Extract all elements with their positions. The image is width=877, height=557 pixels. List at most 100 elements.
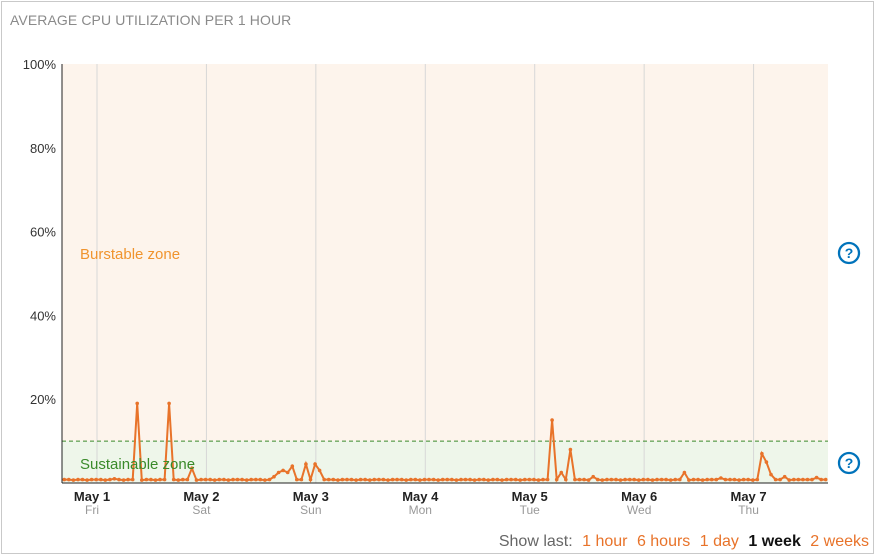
cpu-data-point xyxy=(764,460,769,464)
cpu-data-point xyxy=(436,478,441,482)
burstable-zone-help-icon[interactable]: ? xyxy=(837,241,861,265)
x-tick-weekday-label: Thu xyxy=(738,503,759,517)
time-range-selector: Show last: 1 hour 6 hours 1 day 1 week 2… xyxy=(499,533,869,551)
cpu-data-point xyxy=(62,477,67,482)
cpu-data-point xyxy=(377,477,381,482)
cpu-data-point xyxy=(203,477,208,482)
cpu-data-point xyxy=(135,401,139,406)
cpu-data-point xyxy=(741,477,746,482)
cpu-data-point xyxy=(814,475,819,480)
cpu-data-point xyxy=(258,477,263,482)
cpu-data-point xyxy=(646,477,650,482)
cpu-data-point xyxy=(326,477,331,482)
cpu-data-point xyxy=(664,477,668,482)
cpu-data-point xyxy=(418,478,422,482)
cpu-data-point xyxy=(390,477,395,482)
cpu-data-point xyxy=(605,477,609,482)
y-tick-label: 20% xyxy=(30,392,56,407)
cpu-data-point xyxy=(527,477,532,482)
cpu-data-point xyxy=(71,478,76,482)
cpu-data-point xyxy=(550,418,554,422)
range-option-1-hour[interactable]: 1 hour xyxy=(582,533,628,550)
cpu-data-point xyxy=(413,477,418,482)
cpu-data-point xyxy=(787,478,791,482)
x-tick-weekday-label: Fri xyxy=(85,503,99,517)
show-last-label: Show last: xyxy=(498,533,573,550)
cpu-data-point xyxy=(700,478,705,482)
cpu-data-point xyxy=(358,477,363,482)
cpu-data-point xyxy=(495,477,500,482)
x-tick-weekday-label: Mon xyxy=(409,503,432,517)
cpu-data-point xyxy=(623,477,627,482)
cpu-data-point xyxy=(121,478,126,482)
cpu-data-point xyxy=(126,477,130,482)
cpu-data-point xyxy=(500,478,504,482)
cpu-data-point xyxy=(167,401,171,406)
y-tick-label: 100% xyxy=(23,57,57,72)
cpu-data-point xyxy=(349,477,354,482)
cpu-data-point xyxy=(554,477,559,482)
cpu-data-point xyxy=(682,470,687,475)
burstable-zone-area xyxy=(62,64,828,442)
x-tick-date-label: May 5 xyxy=(512,489,548,504)
cpu-data-point xyxy=(153,478,158,482)
cpu-data-point xyxy=(568,447,573,452)
x-tick-date-label: May 7 xyxy=(731,489,767,504)
cpu-data-point xyxy=(609,477,614,482)
cpu-data-point xyxy=(486,478,491,482)
cpu-data-point xyxy=(659,477,664,482)
cpu-data-point xyxy=(85,478,89,482)
cpu-data-point xyxy=(637,478,641,482)
cpu-data-point xyxy=(755,477,760,482)
cpu-data-point xyxy=(450,477,454,482)
range-option-1-week[interactable]: 1 week xyxy=(748,533,801,550)
x-tick-date-label: May 6 xyxy=(621,489,657,504)
cpu-data-point xyxy=(117,477,121,482)
cpu-data-point xyxy=(190,466,194,471)
cpu-data-point xyxy=(231,477,235,482)
cpu-data-point xyxy=(304,462,308,466)
cpu-data-point xyxy=(94,477,98,482)
cpu-data-point xyxy=(732,477,737,482)
cpu-data-point xyxy=(99,477,103,482)
cpu-data-point xyxy=(545,477,550,482)
cpu-data-point xyxy=(673,477,678,482)
cpu-data-point xyxy=(427,477,431,482)
cpu-data-point xyxy=(641,477,646,482)
cpu-data-point xyxy=(80,477,85,482)
cpu-data-point xyxy=(254,477,258,482)
cpu-data-point xyxy=(691,477,696,482)
range-option-6-hours[interactable]: 6 hours xyxy=(636,533,691,550)
cpu-data-point xyxy=(290,464,295,469)
cpu-data-point xyxy=(523,477,527,482)
cpu-data-point xyxy=(773,477,778,482)
x-tick-date-label: May 3 xyxy=(293,489,329,504)
cpu-data-point xyxy=(468,477,472,482)
cpu-data-point xyxy=(249,477,253,482)
y-tick-label: 80% xyxy=(30,141,56,156)
cpu-data-point xyxy=(751,478,755,482)
sustainable-zone-help-icon[interactable]: ? xyxy=(837,451,861,475)
cpu-data-point xyxy=(171,477,176,482)
cpu-data-point xyxy=(281,468,285,473)
cpu-data-point xyxy=(559,470,564,475)
range-option-1-day[interactable]: 1 day xyxy=(699,533,739,550)
cpu-data-point xyxy=(823,477,828,482)
cpu-data-point xyxy=(650,478,655,482)
cpu-data-point xyxy=(263,478,267,482)
cpu-data-point xyxy=(431,477,436,482)
x-tick-date-label: May 4 xyxy=(402,489,439,504)
range-option-2-weeks[interactable]: 2 weeks xyxy=(810,533,869,550)
cpu-data-point xyxy=(267,477,272,482)
cpu-data-point xyxy=(222,477,226,482)
cpu-data-point xyxy=(272,474,276,479)
cpu-data-point xyxy=(614,477,618,482)
cpu-data-point xyxy=(103,478,108,482)
cpu-data-point xyxy=(313,462,317,466)
cpu-data-point xyxy=(226,478,231,482)
cpu-data-point xyxy=(404,478,409,482)
cpu-data-point xyxy=(76,477,80,482)
cpu-data-point xyxy=(472,478,477,482)
x-tick-weekday-label: Wed xyxy=(627,503,651,517)
cpu-data-point xyxy=(491,477,495,482)
